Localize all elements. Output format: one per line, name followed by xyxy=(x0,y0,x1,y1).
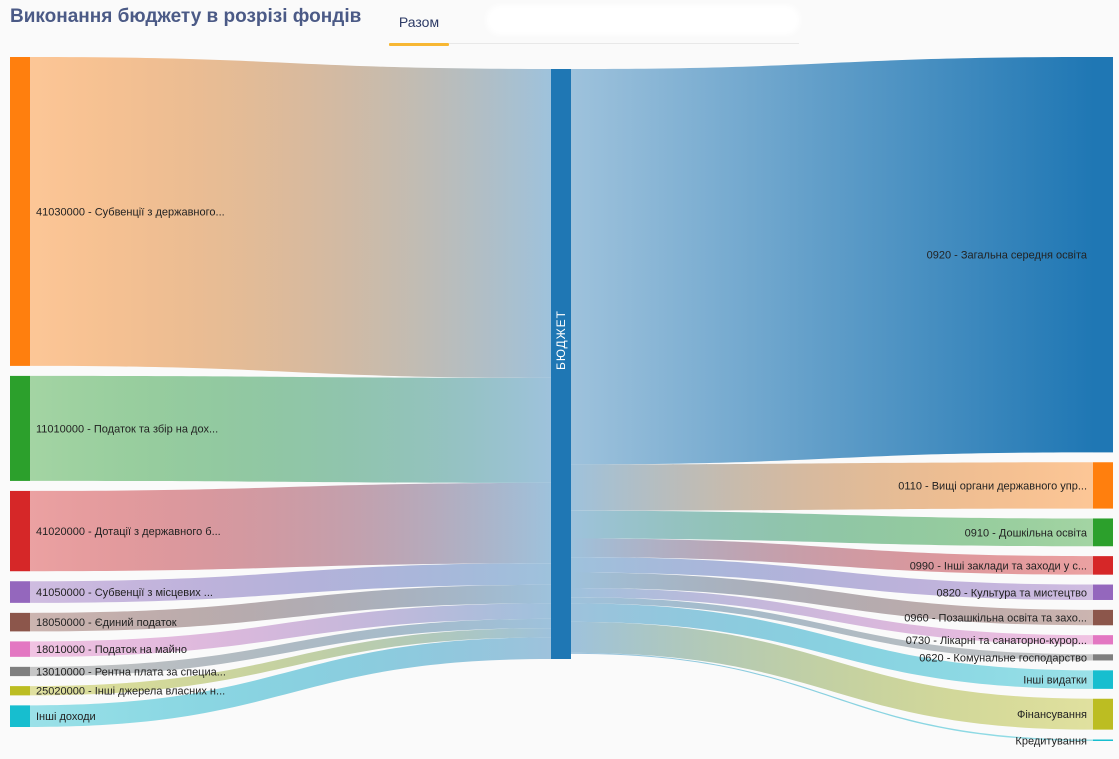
target-label-3: 0990 - Інші заклади та заходи у с... xyxy=(910,560,1087,572)
sankey-links xyxy=(30,57,1093,741)
tab-active-underline xyxy=(389,43,449,46)
link-source-8[interactable] xyxy=(30,637,551,727)
link-target-10[interactable] xyxy=(571,652,1093,741)
source-node-5[interactable] xyxy=(10,641,30,657)
link-source-2[interactable] xyxy=(30,482,551,572)
source-label-5: 18010000 - Податок на майно xyxy=(36,644,187,656)
link-target-9[interactable] xyxy=(571,621,1093,730)
link-source-0[interactable] xyxy=(30,57,551,378)
target-node-9[interactable] xyxy=(1093,698,1113,730)
source-node-8[interactable] xyxy=(10,705,30,727)
source-label-1: 11010000 - Податок та збір на дох... xyxy=(36,423,218,435)
link-target-2[interactable] xyxy=(571,510,1093,547)
source-label-2: 41020000 - Дотації з державного б... xyxy=(36,526,221,538)
target-node-0[interactable] xyxy=(1093,57,1113,453)
link-target-6[interactable] xyxy=(571,587,1093,645)
link-target-4[interactable] xyxy=(571,557,1093,600)
target-label-6: 0730 - Лікарні та санаторно-курор... xyxy=(906,635,1087,647)
sankey-labels: 41030000 - Субвенції з державного... 1101… xyxy=(36,206,1088,747)
source-node-7[interactable] xyxy=(10,686,30,696)
target-label-5: 0960 - Позашкільна освіта та захо... xyxy=(904,613,1087,625)
header: Виконання бюджету в розрізі фондів Разом xyxy=(0,0,1119,46)
link-target-7[interactable] xyxy=(571,597,1093,661)
target-node-10[interactable] xyxy=(1093,739,1113,742)
target-label-4: 0820 - Культура та мистецтво xyxy=(936,587,1087,599)
target-label-0: 0920 - Загальна середня освіта xyxy=(927,250,1088,262)
tab-total[interactable]: Разом xyxy=(389,0,449,46)
source-label-3: 41050000 - Субвенції з місцевих ... xyxy=(36,587,213,599)
link-source-3[interactable] xyxy=(30,563,551,603)
tab-divider xyxy=(449,43,799,44)
link-source-7[interactable] xyxy=(30,628,551,696)
tab-total-label: Разом xyxy=(398,14,440,30)
link-source-6[interactable] xyxy=(30,618,551,677)
target-node-2[interactable] xyxy=(1093,518,1113,547)
source-node-6[interactable] xyxy=(10,666,30,677)
link-source-4[interactable] xyxy=(30,584,551,632)
source-label-8: Інші доходи xyxy=(36,711,96,723)
link-source-5[interactable] xyxy=(30,603,551,657)
source-label-6: 13010000 - Рентна плата за специа... xyxy=(36,666,226,678)
target-label-2: 0910 - Дошкільна освіта xyxy=(965,527,1088,539)
redacted-area xyxy=(490,9,796,31)
link-target-0[interactable] xyxy=(571,57,1093,465)
target-node-6[interactable] xyxy=(1093,635,1113,645)
source-label-0: 41030000 - Субвенції з державного... xyxy=(36,206,225,218)
target-node-7[interactable] xyxy=(1093,654,1113,661)
target-node-8[interactable] xyxy=(1093,670,1113,689)
source-node-3[interactable] xyxy=(10,581,30,603)
source-node-2[interactable] xyxy=(10,490,30,572)
target-node-3[interactable] xyxy=(1093,556,1113,575)
source-node-4[interactable] xyxy=(10,612,30,632)
source-label-7: 25020000 - Інші джерела власних н... xyxy=(36,686,225,698)
target-label-8: Інші видатки xyxy=(1023,675,1087,687)
link-target-1[interactable] xyxy=(571,462,1093,511)
center-node[interactable] xyxy=(551,69,571,659)
target-label-7: 0620 - Комунальне господарство xyxy=(919,652,1087,664)
link-target-8[interactable] xyxy=(571,603,1093,689)
page-title: Виконання бюджету в розрізі фондів xyxy=(10,6,362,27)
link-source-1[interactable] xyxy=(30,375,551,483)
link-target-5[interactable] xyxy=(571,572,1093,626)
center-node-label: БЮДЖЕТ xyxy=(554,310,568,370)
target-label-10: Кредитування xyxy=(1015,735,1087,747)
target-node-4[interactable] xyxy=(1093,584,1113,600)
sankey-nodes xyxy=(10,57,1113,741)
target-node-5[interactable] xyxy=(1093,609,1113,626)
source-node-1[interactable] xyxy=(10,375,30,481)
source-label-4: 18050000 - Єдиний податок xyxy=(36,617,177,629)
target-node-1[interactable] xyxy=(1093,462,1113,509)
source-node-0[interactable] xyxy=(10,57,30,366)
link-target-3[interactable] xyxy=(571,538,1093,575)
target-label-9: Фінансування xyxy=(1017,709,1087,721)
target-label-1: 0110 - Вищі органи державного упр... xyxy=(898,480,1087,492)
